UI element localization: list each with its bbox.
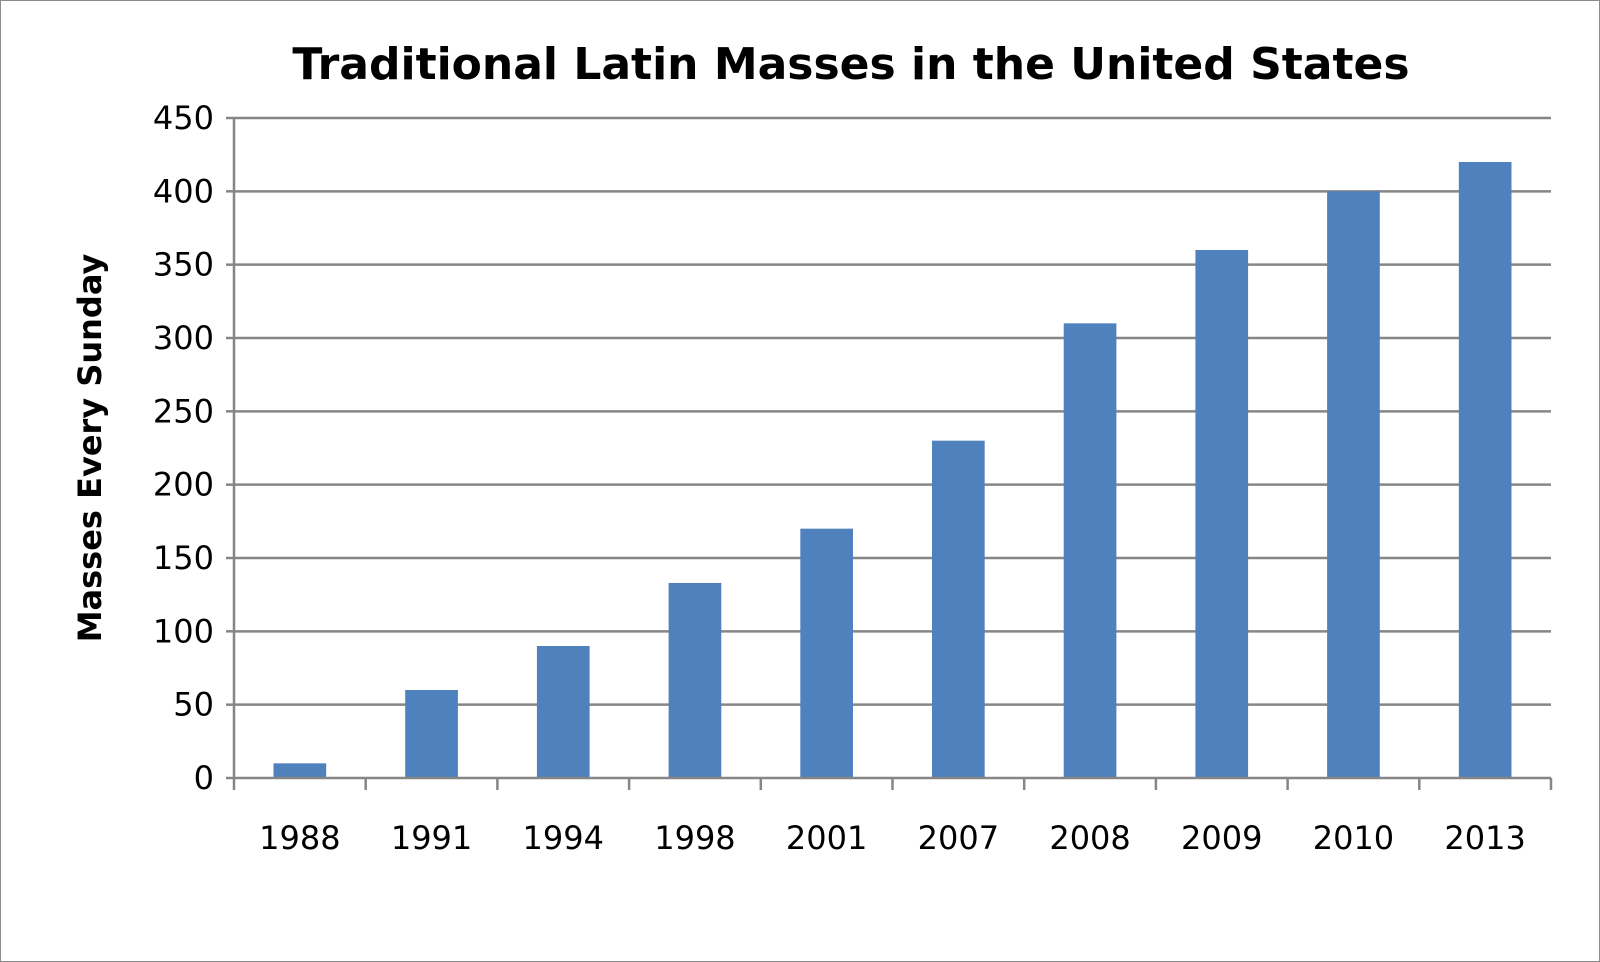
bar-2013 bbox=[1458, 162, 1512, 778]
y-tick-label: 350 bbox=[153, 246, 214, 284]
bar-2001 bbox=[800, 528, 853, 778]
x-tick-label: 2010 bbox=[1313, 819, 1394, 857]
bar-2010 bbox=[1327, 191, 1380, 779]
x-tick-label: 2007 bbox=[918, 819, 999, 857]
x-tick-label: 1994 bbox=[523, 819, 604, 857]
y-tick-label: 250 bbox=[153, 392, 214, 430]
y-tick-label: 300 bbox=[153, 319, 214, 357]
y-axis-label: Masses Every Sunday bbox=[71, 254, 109, 643]
y-tick-label: 450 bbox=[153, 99, 214, 137]
y-tick-label: 100 bbox=[153, 612, 214, 650]
bar-2008 bbox=[1063, 323, 1117, 778]
x-tick-label: 2009 bbox=[1181, 819, 1262, 857]
bar-1994 bbox=[536, 646, 590, 778]
y-tick-label: 0 bbox=[194, 759, 214, 797]
y-tick-label: 150 bbox=[153, 539, 214, 577]
bar-2009 bbox=[1195, 250, 1249, 778]
x-tick-label: 1998 bbox=[654, 819, 735, 857]
x-tick-label: 1991 bbox=[391, 819, 472, 857]
x-tick-label: 2013 bbox=[1444, 819, 1525, 857]
bar-1991 bbox=[405, 690, 458, 778]
y-tick-label: 400 bbox=[153, 172, 214, 210]
x-tick-label: 1988 bbox=[259, 819, 340, 857]
y-tick-label: 200 bbox=[153, 466, 214, 504]
bar-1998 bbox=[668, 582, 722, 778]
x-tick-label: 2001 bbox=[786, 819, 867, 857]
bar-1988 bbox=[273, 763, 327, 778]
bar-2007 bbox=[932, 440, 985, 778]
chart-title: Traditional Latin Masses in the United S… bbox=[292, 39, 1409, 90]
x-tick-label: 2008 bbox=[1049, 819, 1130, 857]
y-tick-label: 50 bbox=[173, 686, 214, 724]
